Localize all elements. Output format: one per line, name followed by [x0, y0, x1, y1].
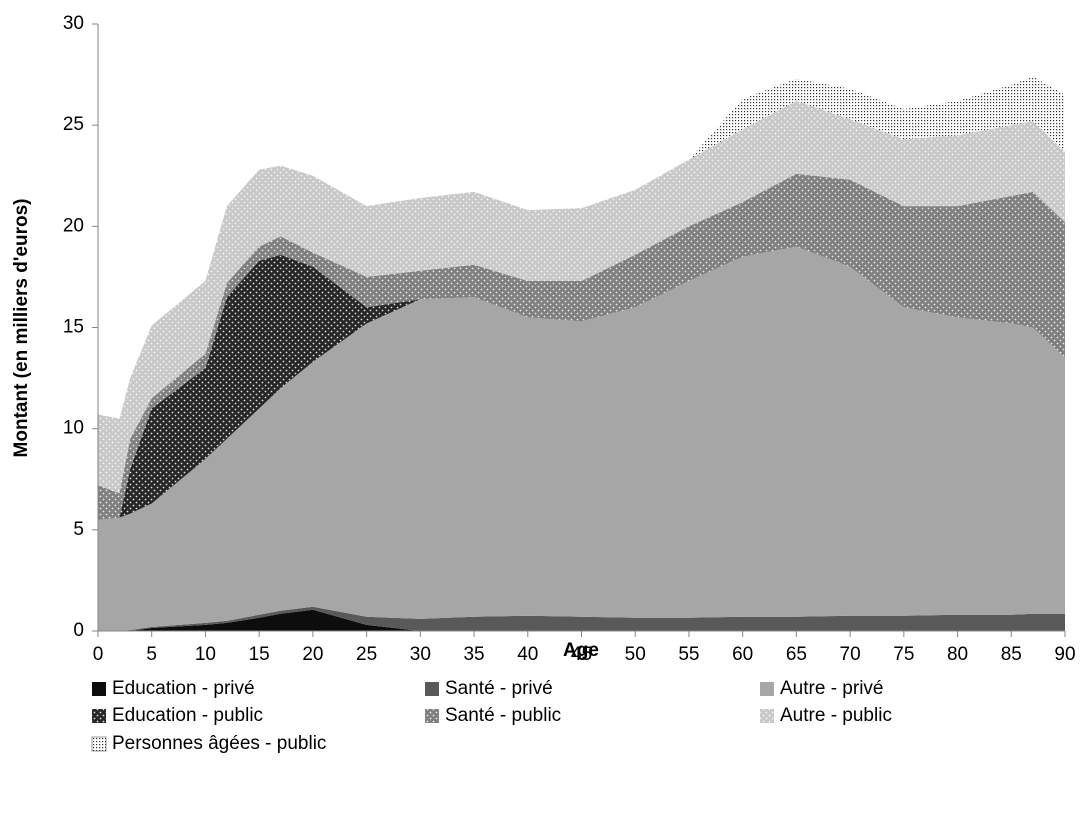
legend-swatch-texture	[92, 709, 106, 723]
x-tick-label: 55	[678, 644, 699, 665]
legend-item: Autre - privé	[760, 678, 883, 699]
x-tick-label: 40	[517, 644, 538, 665]
x-tick-label: 65	[786, 644, 807, 665]
area-group	[98, 173, 1065, 520]
legend-label: Autre - privé	[780, 678, 883, 699]
legend-label: Autre - public	[780, 705, 892, 726]
area-texture	[98, 246, 1065, 520]
legend-label: Santé - public	[445, 705, 561, 726]
x-tick-label: 85	[1001, 644, 1022, 665]
x-tick-label: 30	[410, 644, 431, 665]
y-tick-label: 20	[63, 215, 84, 236]
area	[98, 246, 1065, 631]
y-tick-label: 0	[73, 620, 84, 641]
legend-swatch-texture	[760, 709, 774, 723]
y-tick-label: 25	[63, 114, 84, 135]
legend-item: Education - public	[92, 705, 263, 726]
x-tick-label: 60	[732, 644, 753, 665]
y-tick-label: 30	[63, 13, 84, 34]
area-texture	[98, 76, 1065, 419]
x-tick-label: 15	[249, 644, 270, 665]
legend-item: Santé - privé	[425, 678, 553, 699]
x-tick-label: 75	[893, 644, 914, 665]
legend-label: Education - public	[112, 705, 263, 726]
legend-item: Autre - public	[760, 705, 892, 726]
x-tick-label: 20	[302, 644, 323, 665]
x-tick-label: 35	[463, 644, 484, 665]
x-tick-label: 50	[625, 644, 646, 665]
x-axis-title: Age	[563, 640, 599, 661]
area-group	[98, 100, 1065, 494]
legend-label: Santé - privé	[445, 678, 553, 699]
legend-swatch	[760, 682, 774, 696]
legend-label: Education - privé	[112, 678, 255, 699]
legend-swatch-texture	[425, 709, 439, 723]
x-tick-label: 0	[93, 644, 104, 665]
y-tick-label: 5	[73, 519, 84, 540]
legend-item: Santé - public	[425, 705, 561, 726]
x-tick-label: 70	[840, 644, 861, 665]
y-tick-label: 10	[63, 418, 84, 439]
area	[98, 609, 1065, 631]
legend-swatch-texture	[92, 737, 106, 751]
area-group	[98, 246, 1065, 631]
area-group	[98, 609, 1065, 631]
area	[98, 606, 1065, 631]
area-texture	[98, 100, 1065, 494]
legend-item: Personnes âgées - public	[91, 733, 326, 754]
area-group	[98, 76, 1065, 419]
legend-label: Personnes âgées - public	[112, 733, 326, 754]
x-tick-label: 10	[195, 644, 216, 665]
x-tick-label: 25	[356, 644, 377, 665]
y-axis-title: Montant (en milliers d'euros)	[11, 199, 32, 458]
legend-swatch	[425, 682, 439, 696]
x-tick-label: 5	[146, 644, 157, 665]
x-tick-label: 80	[947, 644, 968, 665]
legend-swatch	[92, 682, 106, 696]
x-tick-label: 90	[1054, 644, 1075, 665]
area-group	[98, 246, 1065, 520]
area-group	[98, 606, 1065, 631]
legend-item: Education - privé	[92, 678, 255, 699]
area-texture	[98, 173, 1065, 520]
x-tick-label: 45	[571, 644, 592, 665]
y-tick-label: 15	[63, 317, 84, 338]
